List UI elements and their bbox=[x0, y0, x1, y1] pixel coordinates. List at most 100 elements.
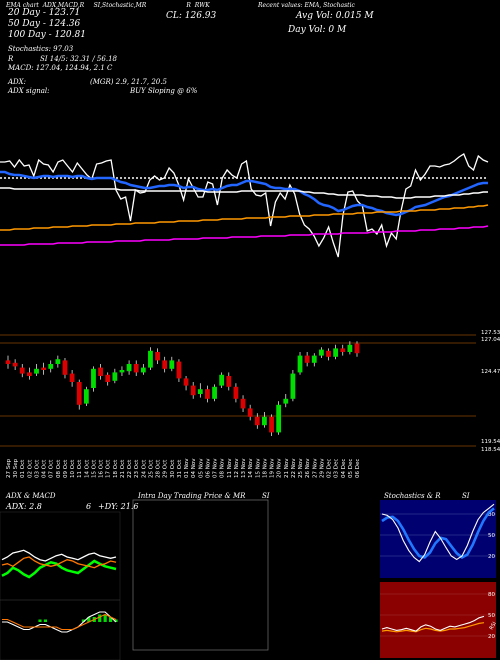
candle-up bbox=[126, 364, 132, 372]
candle-date-label: 25 Nov bbox=[298, 458, 304, 478]
candle-date-label: 05 Nov bbox=[198, 458, 204, 478]
candle-date-label: 01 Nov bbox=[184, 458, 190, 478]
candle-date-label: 01 Oct bbox=[20, 459, 26, 478]
candle-up bbox=[140, 367, 146, 373]
candle-y-tick-0: 127.53 bbox=[481, 330, 500, 336]
candle-date-label: 27 Sep bbox=[6, 458, 12, 478]
candle-date-label: 19 Nov bbox=[270, 458, 276, 478]
candle-date-label: 17 Oct bbox=[106, 459, 112, 478]
candle-date-label: 08 Oct bbox=[56, 459, 62, 478]
avg-vol-label: Avg Vol: 0.015 M bbox=[296, 11, 374, 21]
candle-down bbox=[26, 372, 32, 376]
candle-down bbox=[326, 350, 331, 357]
header-label-adx: ADX,MACD,R bbox=[42, 2, 85, 9]
rsi-y-tick-0: 80 bbox=[488, 592, 495, 598]
macd-hist-bar bbox=[108, 617, 113, 622]
candle-down bbox=[98, 367, 103, 376]
ema-series-0 bbox=[0, 153, 489, 258]
ema-series-5 bbox=[0, 225, 489, 246]
ema100-label: 100 Day - 120.81 bbox=[8, 30, 86, 40]
candle-up bbox=[91, 368, 96, 388]
ema-series-3 bbox=[0, 187, 488, 199]
rsi-label: SI 14/5: 32.31 / 56.18 bbox=[40, 55, 117, 63]
candle-up bbox=[297, 355, 303, 373]
stoch-y-tick-1: 50 bbox=[488, 533, 495, 539]
macd-line-0 bbox=[2, 611, 117, 633]
candle-up bbox=[276, 404, 282, 433]
adx-line-0 bbox=[1, 549, 117, 562]
adx-panel-frame bbox=[0, 511, 121, 660]
candle-date-label: 21 Oct bbox=[120, 459, 126, 478]
candle-date-label: 13 Nov bbox=[241, 458, 247, 478]
adx-signal-label: ADX signal: bbox=[8, 87, 50, 95]
adx-label: ADX: bbox=[8, 78, 27, 86]
day-vol-label: Day Vol: 0 M bbox=[288, 25, 347, 35]
candle-down bbox=[155, 352, 160, 361]
adx-line-2 bbox=[1, 556, 117, 569]
candle-date-label: 15 Oct bbox=[91, 459, 97, 478]
candle-date-label: 07 Oct bbox=[49, 459, 55, 478]
candle-date-label: 20 Nov bbox=[277, 458, 283, 478]
header-ticker: RWK bbox=[194, 2, 210, 9]
candle-down bbox=[233, 386, 239, 399]
candle-date-label: 08 Nov bbox=[220, 458, 226, 478]
ema20-label: 20 Day - 123.71 bbox=[8, 8, 81, 18]
candle-date-label: 23 Oct bbox=[134, 459, 140, 478]
rsi-y-tick-1: 50 bbox=[488, 613, 495, 619]
rsi-line bbox=[381, 615, 485, 632]
candle-date-label: 29 Oct bbox=[163, 459, 169, 478]
macd-hist-bar bbox=[98, 614, 102, 622]
candle-up bbox=[119, 370, 125, 373]
candle-date-label: 10 Oct bbox=[70, 459, 76, 478]
candle-down bbox=[269, 416, 274, 433]
candle-down bbox=[19, 367, 25, 374]
candle-down bbox=[12, 362, 18, 367]
adx-values-label: (MGR) 2.9, 21.7, 20.5 bbox=[90, 78, 167, 86]
buy-signal-label: BUY Sloping @ 6% bbox=[130, 87, 198, 95]
rsi-y-tick-2: 20 bbox=[488, 634, 495, 640]
candle-down bbox=[226, 376, 232, 387]
candle-down bbox=[76, 382, 82, 405]
candle-y-tick-1: 127.04 bbox=[481, 337, 500, 343]
candle-down bbox=[205, 389, 210, 399]
stoch-d-line bbox=[381, 507, 495, 559]
candle-date-label: 04 Dec bbox=[341, 459, 347, 478]
candle-date-label: 16 Oct bbox=[99, 459, 105, 478]
adx-line-1 bbox=[1, 559, 117, 579]
macd-line-1 bbox=[2, 613, 117, 631]
header-label-ema: EMA chart bbox=[6, 2, 39, 9]
candle-date-label: 22 Nov bbox=[291, 458, 297, 478]
candle-date-label: 24 Oct bbox=[141, 459, 147, 478]
candle-date-label: 06 Dec bbox=[355, 459, 361, 478]
stochastics-label: Stochastics: 97.03 bbox=[8, 45, 74, 53]
candle-date-label: 06 Nov bbox=[205, 458, 211, 478]
intraday-panel-frame bbox=[132, 499, 269, 651]
adx-macd-title: ADX & MACD bbox=[6, 492, 56, 500]
candle-down bbox=[247, 408, 253, 417]
candle-down bbox=[62, 360, 68, 375]
candle-down bbox=[183, 378, 189, 386]
adx-value-label: ADX: 2.8 bbox=[6, 502, 42, 511]
macd-hist-bar bbox=[114, 619, 118, 622]
candle-down bbox=[190, 385, 196, 396]
candle-date-label: 02 Dec bbox=[327, 459, 333, 478]
stoch-si-title: SI bbox=[462, 492, 470, 500]
candle-up bbox=[347, 344, 353, 352]
candle-date-label: 18 Nov bbox=[262, 458, 268, 478]
dy-value-label: +DY: 21.6 bbox=[98, 502, 139, 511]
candle-down bbox=[240, 398, 246, 409]
stoch-y-tick-2: 20 bbox=[488, 554, 495, 560]
candle-up bbox=[197, 389, 203, 394]
ema-series-4 bbox=[0, 204, 489, 231]
candle-down bbox=[162, 360, 168, 369]
candle-up bbox=[83, 389, 89, 404]
candle-down bbox=[340, 348, 346, 352]
candle-date-label: 05 Dec bbox=[348, 459, 354, 478]
macd-hist-bar bbox=[81, 619, 86, 622]
candle-y-tick-2: 124.47 bbox=[481, 369, 500, 375]
candle-date-label: 04 Oct bbox=[42, 459, 48, 478]
candle-up bbox=[148, 350, 153, 368]
candle-down bbox=[354, 343, 360, 354]
candle-date-label: 28 Oct bbox=[156, 459, 162, 478]
